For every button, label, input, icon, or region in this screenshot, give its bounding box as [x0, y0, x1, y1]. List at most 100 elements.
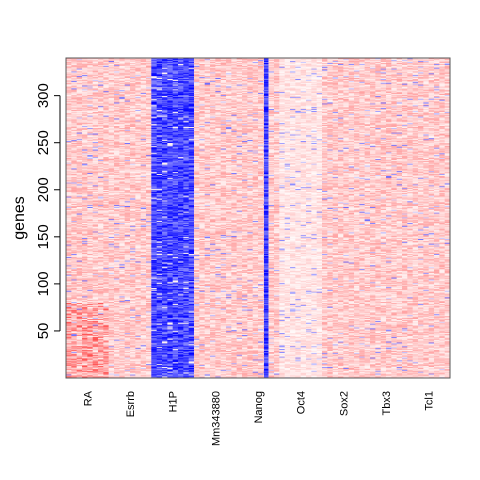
- heatmap-cell: [103, 72, 109, 74]
- heatmap-cell: [114, 352, 120, 354]
- heatmap-cell: [108, 329, 115, 331]
- heatmap-cell: [71, 137, 77, 139]
- heatmap-cell: [114, 349, 120, 351]
- heatmap-cell: [98, 166, 104, 168]
- heatmap-cell: [71, 126, 77, 128]
- heatmap-cell: [98, 60, 104, 63]
- heatmap-cell: [98, 277, 104, 279]
- heatmap-cell: [98, 341, 104, 343]
- heatmap-cell: [66, 116, 72, 118]
- heatmap-cell: [98, 232, 104, 234]
- heatmap-cell: [87, 124, 93, 127]
- heatmap-cell: [82, 61, 88, 63]
- heatmap-cell: [98, 179, 104, 181]
- heatmap-cell: [103, 80, 109, 82]
- heatmap-cell: [82, 309, 88, 311]
- heatmap-cell: [98, 330, 104, 333]
- heatmap-cell: [66, 362, 72, 364]
- heatmap-cell: [92, 219, 99, 222]
- heatmap-cell: [66, 92, 72, 95]
- heatmap-cell: [71, 110, 77, 112]
- heatmap-cell: [71, 326, 77, 328]
- heatmap-cell: [98, 262, 104, 264]
- heatmap-cell: [98, 97, 104, 99]
- heatmap-cell: [92, 105, 99, 107]
- heatmap-cell: [146, 356, 152, 358]
- heatmap-cell: [92, 134, 99, 136]
- heatmap-cell: [87, 59, 93, 62]
- heatmap-cell: [66, 162, 72, 164]
- heatmap-cell: [87, 84, 93, 86]
- heatmap-cell: [87, 351, 93, 353]
- heatmap-cell: [76, 164, 83, 166]
- heatmap-cell: [82, 179, 88, 181]
- heatmap-cell: [76, 240, 83, 242]
- heatmap-cell: [76, 81, 83, 83]
- heatmap-cell: [103, 88, 109, 90]
- heatmap-cell: [124, 369, 131, 371]
- heatmap-cell: [87, 107, 93, 110]
- heatmap-cell: [66, 234, 72, 237]
- heatmap-cell: [92, 283, 99, 286]
- heatmap-cell: [98, 205, 104, 207]
- heatmap-cell: [103, 277, 109, 279]
- heatmap-cell: [92, 94, 99, 96]
- heatmap-cell: [76, 347, 83, 350]
- heatmap-cell: [82, 143, 88, 145]
- heatmap-cell: [82, 338, 88, 340]
- heatmap-cell: [76, 191, 83, 193]
- heatmap-cell: [92, 196, 99, 198]
- heatmap-cell: [92, 127, 99, 129]
- heatmap-cell: [87, 282, 93, 284]
- heatmap-cell: [135, 352, 141, 354]
- heatmap-cell: [146, 360, 152, 362]
- heatmap-cell: [108, 317, 115, 319]
- heatmap-cell: [66, 349, 72, 351]
- heatmap-cell: [92, 287, 99, 289]
- heatmap-cell: [71, 314, 77, 316]
- heatmap-cell: [76, 256, 83, 258]
- heatmap-cell: [87, 234, 93, 237]
- heatmap-cell: [98, 125, 104, 127]
- heatmap-cell: [76, 201, 83, 203]
- heatmap-cell: [76, 166, 83, 168]
- heatmap-cell: [66, 113, 72, 115]
- heatmap-cell: [92, 170, 99, 173]
- heatmap-cell: [87, 156, 93, 159]
- heatmap-cell: [87, 280, 93, 282]
- heatmap-cell: [82, 351, 88, 353]
- heatmap-cell: [108, 331, 115, 334]
- heatmap-cell: [92, 202, 99, 204]
- heatmap-cell: [92, 314, 99, 317]
- heatmap-cell: [103, 266, 109, 269]
- heatmap-cell: [119, 324, 125, 326]
- heatmap-cell: [76, 294, 83, 296]
- heatmap-cell: [76, 245, 83, 247]
- heatmap-cell: [66, 339, 72, 341]
- heatmap-cell: [98, 361, 104, 363]
- heatmap-cell: [82, 230, 88, 232]
- heatmap-cell: [98, 228, 104, 230]
- heatmap-cell: [76, 89, 83, 91]
- heatmap-cell: [87, 260, 93, 262]
- heatmap-cell: [130, 366, 136, 368]
- heatmap-cell: [103, 317, 109, 319]
- heatmap-cell: [76, 139, 83, 142]
- heatmap-cell: [98, 295, 104, 297]
- heatmap-cell: [92, 145, 99, 147]
- heatmap-cell: [82, 346, 88, 348]
- heatmap-cell: [76, 209, 83, 211]
- heatmap-cell: [146, 374, 152, 376]
- heatmap-cell: [76, 225, 83, 227]
- heatmap-cell: [103, 149, 109, 151]
- heatmap-cell: [76, 108, 83, 111]
- heatmap-cell: [98, 196, 104, 198]
- heatmap-cell: [76, 149, 83, 151]
- heatmap-cell: [146, 353, 152, 355]
- heatmap-cell: [92, 181, 99, 183]
- heatmap-cell: [66, 243, 72, 245]
- heatmap-cell: [87, 80, 93, 82]
- heatmap-cell: [66, 334, 72, 336]
- heatmap-cell: [66, 84, 72, 86]
- heatmap-cell: [87, 291, 93, 293]
